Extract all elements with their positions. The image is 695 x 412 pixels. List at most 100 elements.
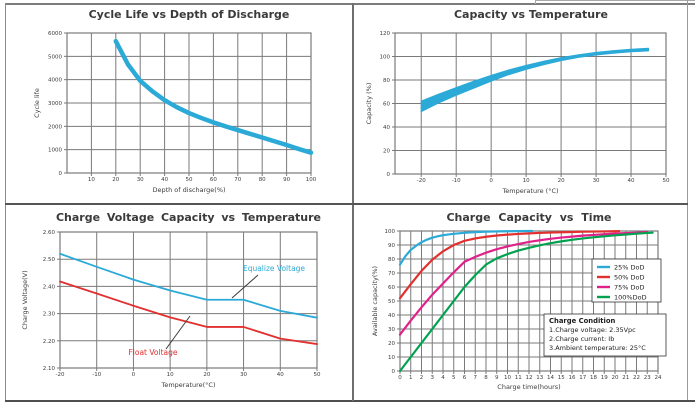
svg-text:10: 10	[523, 178, 530, 184]
legend-label: 50% DoD	[614, 273, 645, 281]
svg-text:2.60: 2.60	[43, 230, 56, 236]
float-voltage-label-arrow	[165, 315, 191, 350]
equalize-voltage-label-arrow	[231, 274, 259, 299]
svg-text:18: 18	[590, 375, 597, 381]
equalize-voltage-label: Equalize Voltage	[243, 264, 305, 273]
svg-text:0: 0	[387, 172, 391, 178]
svg-text:3000: 3000	[48, 101, 62, 107]
svg-text:-10: -10	[452, 178, 461, 184]
svg-text:80: 80	[259, 177, 266, 183]
dod-50-line	[398, 230, 621, 300]
chart-capacity-vs-temperature: Capacity vs Temperature -20 -10 0 10 20 30 40 5…	[352, 4, 687, 203]
frame-left-border	[5, 3, 6, 401]
tick-labels: 0 1 2 3 4 5 6 7 8 9 10 11 12 13 14 15 16 17 18 19 20 21 22 23 24…	[385, 229, 662, 381]
chart-cycle-life-vs-dod: Cycle Life vs Depth of Discharge 10 20 30 4…	[6, 4, 352, 203]
svg-text:10: 10	[388, 355, 395, 361]
svg-text:9: 9	[495, 375, 499, 381]
svg-text:8: 8	[484, 375, 488, 381]
svg-text:5: 5	[452, 375, 456, 381]
svg-text:20: 20	[383, 149, 390, 155]
svg-text:90: 90	[388, 243, 395, 249]
svg-text:70: 70	[234, 177, 241, 183]
charge-condition-line: 3.Ambient temperature: 25°C	[549, 344, 646, 352]
svg-text:12: 12	[526, 375, 533, 381]
svg-text:6000: 6000	[48, 31, 62, 37]
svg-text:10: 10	[167, 372, 174, 378]
svg-text:3: 3	[431, 375, 435, 381]
charge-voltage-plot: -20 -10 0 10 20 30 40 50 2.10 2.20 2.30 2.40 2.50 2.6…	[21, 230, 321, 389]
svg-text:20: 20	[388, 341, 395, 347]
svg-text:0: 0	[59, 171, 63, 177]
chart-title-charge-voltage: Charge Voltage Capacity vs Temperature	[55, 211, 321, 224]
y-axis-label: Capacity (%)	[365, 83, 373, 125]
tick-labels: -20 -10 0 10 20 30 40 50 0 20 40 60 80 100 120	[380, 31, 670, 184]
svg-text:70: 70	[388, 271, 395, 277]
svg-text:40: 40	[383, 125, 390, 131]
svg-text:40: 40	[277, 372, 284, 378]
svg-text:2.50: 2.50	[43, 257, 56, 263]
svg-text:21: 21	[622, 375, 629, 381]
svg-text:100: 100	[380, 55, 391, 61]
svg-text:24: 24	[655, 375, 662, 381]
svg-text:30: 30	[137, 177, 144, 183]
svg-text:14: 14	[547, 375, 554, 381]
grid	[64, 32, 312, 176]
frame-top-border	[5, 3, 695, 5]
legend: 25% DoD 50% DoD 75% DoD 100%DoD	[591, 258, 662, 303]
svg-text:80: 80	[383, 78, 390, 84]
svg-text:11: 11	[515, 375, 522, 381]
x-axis-label: Temperature (°C)	[501, 187, 558, 195]
svg-text:1: 1	[409, 375, 413, 381]
svg-text:80: 80	[388, 257, 395, 263]
cycle-life-plot: 10 20 30 40 50 60 70 80 90 1000100020003000400050…	[33, 31, 317, 194]
tick-labels: 10 20 30 40 50 60 70 80 90 1000100020003000400050…	[48, 31, 317, 183]
svg-text:20: 20	[612, 375, 619, 381]
svg-text:4: 4	[441, 375, 445, 381]
svg-text:30: 30	[240, 372, 247, 378]
y-axis-label: Cycle life	[33, 88, 41, 118]
svg-text:50: 50	[314, 372, 321, 378]
svg-text:30: 30	[593, 178, 600, 184]
y-axis-label: Available capacity(%)	[371, 266, 379, 336]
svg-text:30: 30	[388, 327, 395, 333]
svg-text:0: 0	[398, 375, 402, 381]
svg-text:0: 0	[489, 178, 493, 184]
dod-75-line	[398, 231, 649, 336]
grid	[57, 231, 318, 371]
legend-label: 75% DoD	[614, 283, 645, 291]
svg-text:6: 6	[463, 375, 467, 381]
svg-text:10: 10	[88, 177, 95, 183]
legend-label: 25% DoD	[614, 263, 645, 271]
svg-text:2.40: 2.40	[43, 284, 56, 290]
svg-text:40: 40	[628, 178, 635, 184]
svg-text:2.30: 2.30	[43, 312, 56, 318]
svg-text:23: 23	[644, 375, 651, 381]
svg-text:100: 100	[306, 177, 317, 183]
capacity-band	[420, 47, 650, 113]
svg-text:-20: -20	[417, 178, 426, 184]
cycle-life-curve	[113, 38, 314, 155]
svg-text:20: 20	[558, 178, 565, 184]
svg-text:19: 19	[601, 375, 608, 381]
dod-25-line	[398, 229, 534, 266]
x-axis-label: Depth of discharge(%)	[152, 186, 225, 194]
svg-text:13: 13	[536, 375, 543, 381]
svg-text:22: 22	[633, 375, 640, 381]
svg-text:2000: 2000	[48, 124, 62, 130]
svg-text:-10: -10	[92, 372, 101, 378]
svg-text:5000: 5000	[48, 54, 62, 60]
svg-text:40: 40	[161, 177, 168, 183]
frame-vertical-divider	[352, 3, 354, 401]
svg-text:90: 90	[283, 177, 290, 183]
float-voltage-line	[59, 280, 318, 345]
legend-label: 100%DoD	[614, 293, 647, 301]
chart-title-charge-capacity: Charge Capacity vs Time	[446, 211, 612, 224]
svg-text:7: 7	[474, 375, 478, 381]
svg-text:50: 50	[388, 299, 395, 305]
plot-border	[66, 32, 312, 174]
svg-text:120: 120	[380, 31, 391, 37]
charge-condition-line: 2.Charge current: Ib	[549, 335, 614, 343]
svg-text:20: 20	[112, 177, 119, 183]
